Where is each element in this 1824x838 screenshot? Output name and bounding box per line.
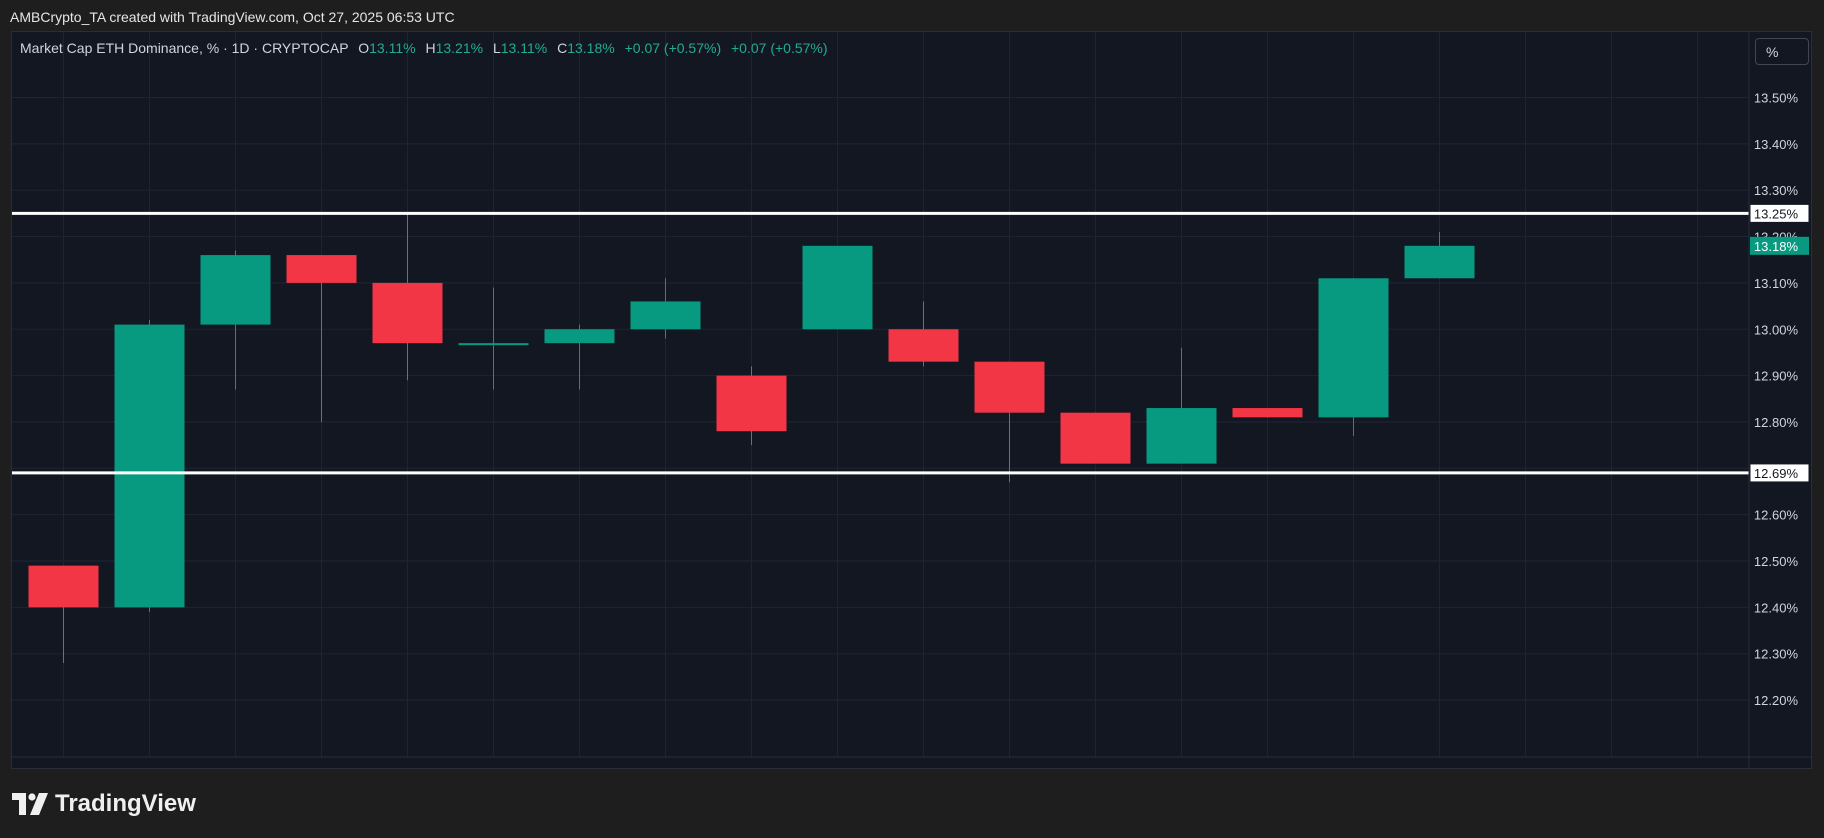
candle-up[interactable] <box>1318 278 1389 436</box>
candle-body <box>802 245 873 330</box>
candle-up[interactable] <box>630 278 701 339</box>
candle-down[interactable] <box>974 361 1045 483</box>
candle-down[interactable] <box>1060 412 1131 464</box>
candle-body <box>1060 412 1131 464</box>
candle-body <box>630 301 701 330</box>
percent-scale-button[interactable]: % <box>1755 38 1809 65</box>
y-tick-label: 13.30% <box>1754 183 1799 198</box>
y-tick-label: 12.60% <box>1754 508 1799 523</box>
high-value: 13.21% <box>435 40 484 56</box>
candle-body <box>1404 245 1475 279</box>
tradingview-logo-icon <box>12 793 48 815</box>
candle-body <box>888 329 959 362</box>
price-axis[interactable]: 12.20%12.30%12.40%12.50%12.60%12.70%12.8… <box>1748 32 1810 768</box>
candle-down[interactable] <box>888 301 959 367</box>
y-tick-label: 12.50% <box>1754 554 1799 569</box>
y-tick-label: 13.50% <box>1754 91 1799 106</box>
candle-down[interactable] <box>28 565 99 663</box>
open-value: 13.11% <box>369 40 416 56</box>
symbol-title: Market Cap ETH Dominance, % · 1D · CRYPT… <box>20 40 349 56</box>
last-price-label: 13.18% <box>1750 236 1809 255</box>
close-value: 13.18% <box>567 40 615 56</box>
close-label: C <box>557 40 568 56</box>
candle-down[interactable] <box>716 366 787 446</box>
low-label: L <box>492 40 501 56</box>
candle-body <box>716 375 787 432</box>
high-label: H <box>425 40 436 56</box>
y-tick-label: 12.20% <box>1754 693 1799 708</box>
open-label: O <box>358 40 370 56</box>
candle-layer <box>28 213 1475 663</box>
level-price-label: 12.69% <box>1749 463 1810 483</box>
candle-down[interactable] <box>1232 408 1303 418</box>
level-layer <box>12 211 1749 475</box>
candle-body <box>114 324 185 608</box>
chart-panel[interactable]: 12.20%12.30%12.40%12.50%12.60%12.70%12.8… <box>11 31 1812 769</box>
change-value-secondary: +0.07 (+0.57%) <box>731 40 828 56</box>
candle-body <box>974 361 1045 413</box>
tradingview-brand[interactable]: TradingView <box>12 790 196 818</box>
candle-down[interactable] <box>286 255 357 422</box>
candle-body <box>372 282 443 344</box>
y-tick-label: 12.90% <box>1754 369 1799 384</box>
candle-down[interactable] <box>372 213 443 381</box>
grid-layer <box>12 32 1749 757</box>
symbol-legend: Market Cap ETH Dominance, % · 1D · CRYPT… <box>20 40 828 56</box>
y-tick-label: 13.00% <box>1754 322 1799 337</box>
level-price-text: 12.69% <box>1754 466 1799 481</box>
candle-up[interactable] <box>200 250 271 390</box>
level-price-text: 13.25% <box>1754 206 1799 221</box>
candle-body <box>200 255 271 325</box>
candlestick-chart[interactable]: 12.20%12.30%12.40%12.50%12.60%12.70%12.8… <box>12 32 1811 768</box>
candle-body <box>458 343 529 346</box>
time-axis[interactable]: 1112131415161718192021222324252627282930 <box>12 756 1811 768</box>
y-tick-label: 13.10% <box>1754 276 1799 291</box>
level-price-label: 13.25% <box>1749 203 1810 223</box>
brand-name: TradingView <box>55 790 196 817</box>
candle-body <box>28 565 99 608</box>
candle-up[interactable] <box>458 287 529 390</box>
y-tick-label: 12.30% <box>1754 647 1799 662</box>
y-tick-label: 12.80% <box>1754 415 1799 430</box>
candle-body <box>1146 408 1217 464</box>
candle-body <box>1232 408 1303 418</box>
candle-body <box>544 329 615 344</box>
y-tick-label: 13.40% <box>1754 137 1799 152</box>
y-tick-label: 12.40% <box>1754 600 1799 615</box>
chart-caption: AMBCrypto_TA created with TradingView.co… <box>10 9 455 25</box>
candle-up[interactable] <box>544 324 615 390</box>
candle-body <box>1318 278 1389 418</box>
low-value: 13.11% <box>500 40 548 56</box>
candle-up[interactable] <box>802 245 873 330</box>
candle-body <box>286 255 357 283</box>
last-price-text: 13.18% <box>1754 239 1799 254</box>
candle-up[interactable] <box>114 319 185 612</box>
candle-up[interactable] <box>1146 347 1217 464</box>
candle-up[interactable] <box>1404 231 1475 279</box>
change-value: +0.07 (+0.57%) <box>624 40 722 56</box>
